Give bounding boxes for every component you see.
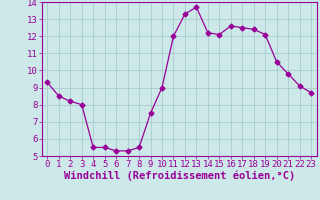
X-axis label: Windchill (Refroidissement éolien,°C): Windchill (Refroidissement éolien,°C): [64, 171, 295, 181]
